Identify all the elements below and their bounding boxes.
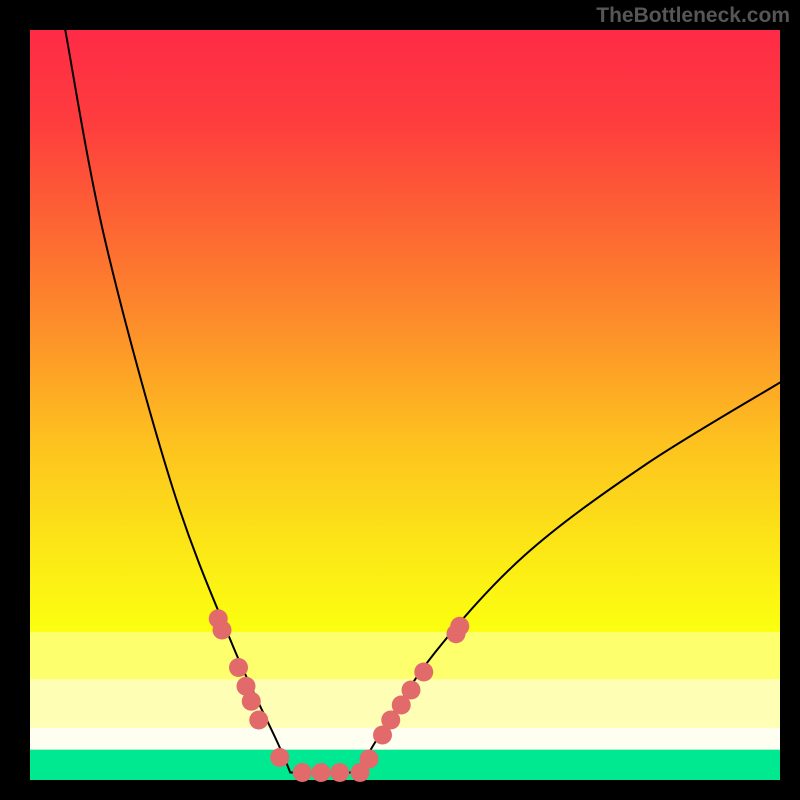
- bottleneck-chart: [0, 0, 800, 800]
- data-point: [293, 763, 312, 782]
- data-point: [402, 681, 421, 700]
- data-point: [414, 663, 433, 682]
- data-point: [249, 711, 268, 730]
- data-point: [330, 763, 349, 782]
- plot-background: [30, 30, 780, 780]
- data-point: [450, 617, 469, 636]
- data-point: [229, 658, 248, 677]
- chart-container: TheBottleneck.com: [0, 0, 800, 800]
- data-point: [270, 748, 289, 767]
- data-point: [242, 692, 261, 711]
- data-point: [213, 621, 232, 640]
- data-point: [360, 750, 379, 769]
- watermark-text: TheBottleneck.com: [596, 4, 790, 28]
- data-point: [312, 763, 331, 782]
